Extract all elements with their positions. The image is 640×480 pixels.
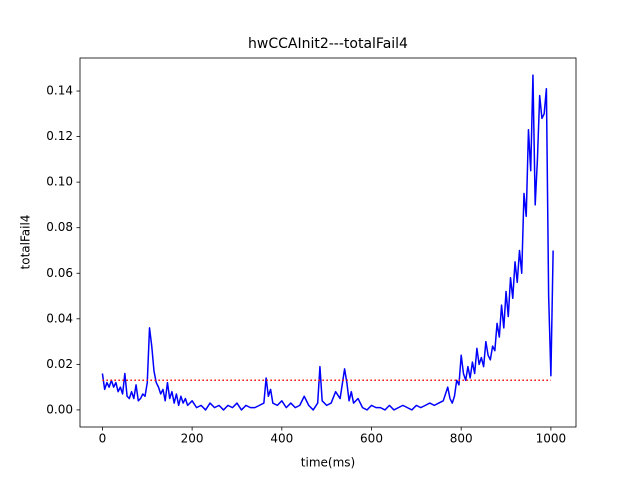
x-tick-label: 1000 xyxy=(536,432,567,446)
x-tick-label: 600 xyxy=(360,432,383,446)
x-tick-label: 0 xyxy=(99,432,107,446)
data-line xyxy=(101,74,554,411)
x-tick-label: 800 xyxy=(450,432,473,446)
y-tick-label: 0.14 xyxy=(46,84,73,98)
x-tick-label: 400 xyxy=(270,432,293,446)
y-tick-label: 0.08 xyxy=(46,220,73,234)
chart-title: hwCCAInit2---totalFail4 xyxy=(248,36,408,52)
y-tick-label: 0.04 xyxy=(46,311,73,325)
x-tick-label: 200 xyxy=(181,432,204,446)
y-axis-label: totalFail4 xyxy=(19,215,33,270)
y-tick-label: 0.10 xyxy=(46,175,73,189)
y-tick-label: 0.00 xyxy=(46,402,73,416)
y-tick-label: 0.06 xyxy=(46,266,73,280)
y-tick-label: 0.02 xyxy=(46,357,73,371)
x-axis-label: time(ms) xyxy=(301,456,355,470)
y-tick-label: 0.12 xyxy=(46,129,73,143)
plot-frame xyxy=(79,57,577,428)
